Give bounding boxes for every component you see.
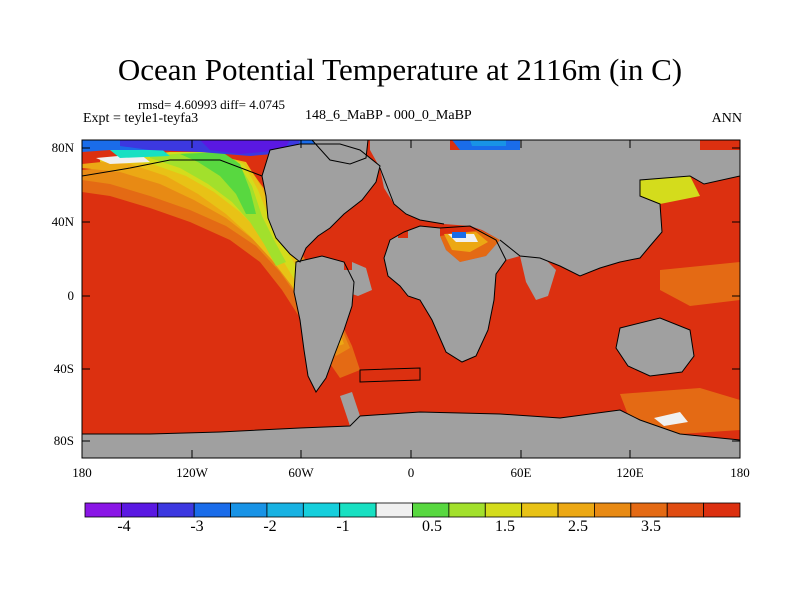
ocean-cell-6: [380, 380, 420, 390]
lon-label-120w: 120W: [176, 465, 208, 480]
colorbar-swatch-17: [703, 502, 741, 518]
colorbar-label-neg2: -2: [263, 518, 277, 535]
land-north-america: [262, 144, 380, 262]
land-antarctic-peninsula: [340, 392, 360, 426]
land-australia: [616, 318, 694, 376]
experiment-label: Expt = teyle1-teyfa3: [83, 111, 199, 126]
ocean-cell-2: [356, 248, 366, 258]
coast-arctic-rim: [82, 159, 263, 177]
field-green: [180, 152, 256, 214]
coast-greenland: [311, 140, 369, 165]
rmsd-diff-stats: rmsd= 4.60993 diff= 4.0745: [138, 97, 285, 112]
colorbar-swatch-11: [484, 502, 523, 518]
colorbar-label-1p5: 1.5: [495, 518, 515, 535]
colorbar-swatch-16: [666, 502, 705, 518]
land-india: [520, 256, 556, 300]
coast-south-atlantic-block: [359, 367, 421, 383]
colorbar-swatch-13: [557, 502, 595, 518]
colorbar-swatch-0: [84, 502, 122, 518]
colorbar-swatch-2: [157, 502, 195, 518]
lat-label-0: 0: [67, 288, 75, 303]
colorbar-label-3p5: 3.5: [641, 518, 661, 535]
land-eurasia-africa: [370, 140, 740, 362]
colorbar-swatch-15: [630, 502, 668, 518]
colorbar-swatch-8: [375, 502, 413, 518]
colorbar-swatch-9: [412, 502, 450, 518]
field-sw-pacific-orange: [660, 262, 740, 306]
ocean-cell-7: [700, 140, 740, 150]
colorbar-swatch-6: [302, 502, 341, 518]
colorbar-swatch-10: [448, 502, 486, 518]
coastlines: [82, 140, 740, 441]
colorbar-swatch-3: [193, 502, 231, 518]
ocean-cell-5: [424, 370, 436, 378]
land-south-america: [294, 256, 354, 392]
field-south-pacific-orange: [620, 388, 740, 434]
ocean-cell-1: [372, 234, 384, 246]
colorbar-swatch-12: [521, 502, 559, 518]
colorbar-label-neg4: -4: [117, 518, 131, 535]
colorbar-label-0p5: 0.5: [422, 518, 442, 535]
colorbar: [84, 502, 741, 518]
coast-south-america: [293, 255, 355, 393]
lon-label-0: 0: [407, 465, 415, 480]
coast-north-america: [261, 143, 381, 263]
field-arctic-violet: [200, 140, 290, 154]
lat-label-40s: 40S: [53, 361, 74, 376]
lat-label-80n: 80N: [51, 140, 74, 155]
colorbar-swatch-7: [339, 502, 377, 518]
colorbar-label-neg3: -3: [190, 518, 204, 535]
coast-eurasia: [379, 167, 740, 277]
coast-australia: [615, 317, 695, 377]
coast-antarctica: [82, 409, 740, 441]
field-arctic-small-sky: [470, 140, 506, 146]
lon-label-60w: 60W: [288, 465, 314, 480]
lon-label-180w: 180: [72, 465, 92, 480]
colorbar-swatch-1: [120, 502, 159, 518]
plot-title: Ocean Potential Temperature at 2116m (in…: [117, 52, 683, 87]
season-label: ANN: [711, 111, 742, 126]
colorbar-label-2p5: 2.5: [568, 518, 588, 535]
field-yellow-green: [150, 152, 286, 266]
land-mask: [82, 140, 740, 458]
colorbar-swatch-5: [266, 502, 304, 518]
comparison-label: 148_6_MaBP - 000_0_MaBP: [305, 108, 472, 123]
field-med-blue: [452, 232, 466, 238]
field-teal: [110, 148, 170, 158]
ocean-cell-3: [344, 262, 352, 270]
colorbar-swatch-14: [594, 502, 632, 518]
lat-label-40n: 40N: [51, 214, 74, 229]
field-south-pacific-white: [654, 412, 688, 426]
field-north-atlantic-yellow: [640, 176, 700, 204]
lon-label-60e: 60E: [510, 465, 532, 480]
colorbar-label-neg1: -1: [336, 518, 350, 535]
land-antarctica: [82, 410, 740, 458]
land-greenland: [312, 140, 368, 164]
colorbar-swatch-4: [230, 502, 268, 518]
axis-ticks: [82, 140, 740, 458]
lon-label-120e: 120E: [616, 465, 644, 480]
lat-label-80s: 80S: [53, 433, 74, 448]
coast-africa: [383, 225, 507, 363]
map-field: [82, 140, 740, 458]
lon-label-180e: 180: [730, 465, 750, 480]
